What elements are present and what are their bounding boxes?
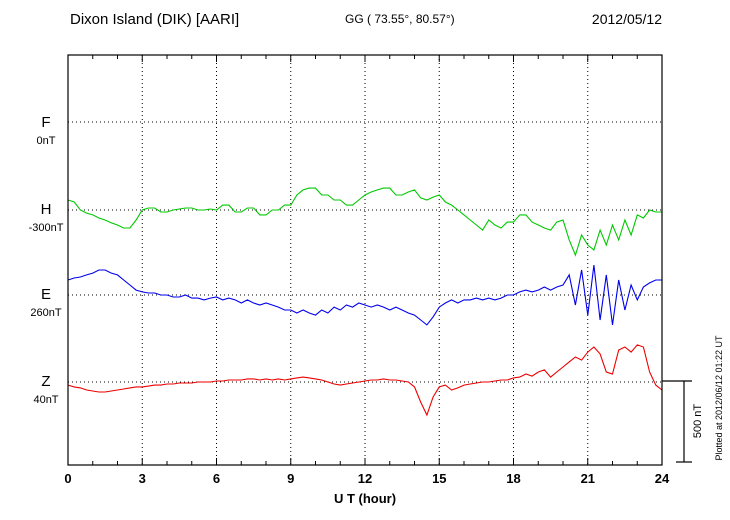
component-baseline-h: -300nT (29, 222, 64, 234)
component-baseline-z: 40nT (33, 394, 58, 406)
plotted-at-note: Plotted at 2012/06/12 01:22 UT (714, 335, 724, 461)
gg-coordinates: GG ( 73.55°, 80.57°) (345, 12, 455, 26)
x-tick-12: 12 (358, 471, 372, 486)
scale-bar (662, 380, 692, 463)
x-tick-18: 18 (506, 471, 520, 486)
trace-z (67, 344, 663, 417)
x-tick-9: 9 (287, 471, 294, 486)
x-tick-6: 6 (213, 471, 220, 486)
component-baseline-f: 0nT (37, 135, 56, 147)
axis-ticks (67, 55, 663, 465)
x-tick-24: 24 (655, 471, 670, 486)
component-label-h: H (41, 201, 52, 218)
scale-bar-label: 500 nT (692, 404, 704, 439)
data-traces (67, 187, 663, 417)
plot-date: 2012/05/12 (592, 11, 662, 27)
component-label-z: Z (41, 373, 50, 390)
x-tick-3: 3 (139, 471, 146, 486)
station-title: Dixon Island (DIK) [AARI] (70, 11, 239, 28)
component-label-f: F (41, 114, 50, 131)
x-tick-0: 0 (64, 471, 71, 486)
x-tick-15: 15 (432, 471, 446, 486)
x-tick-21: 21 (581, 471, 595, 486)
trace-e (67, 265, 662, 326)
component-label-e: E (41, 286, 51, 303)
component-baseline-e: 260nT (30, 307, 61, 319)
x-axis-label: U T (hour) (334, 491, 396, 506)
grid-dotted-lines (68, 55, 662, 465)
trace-h (67, 187, 662, 257)
